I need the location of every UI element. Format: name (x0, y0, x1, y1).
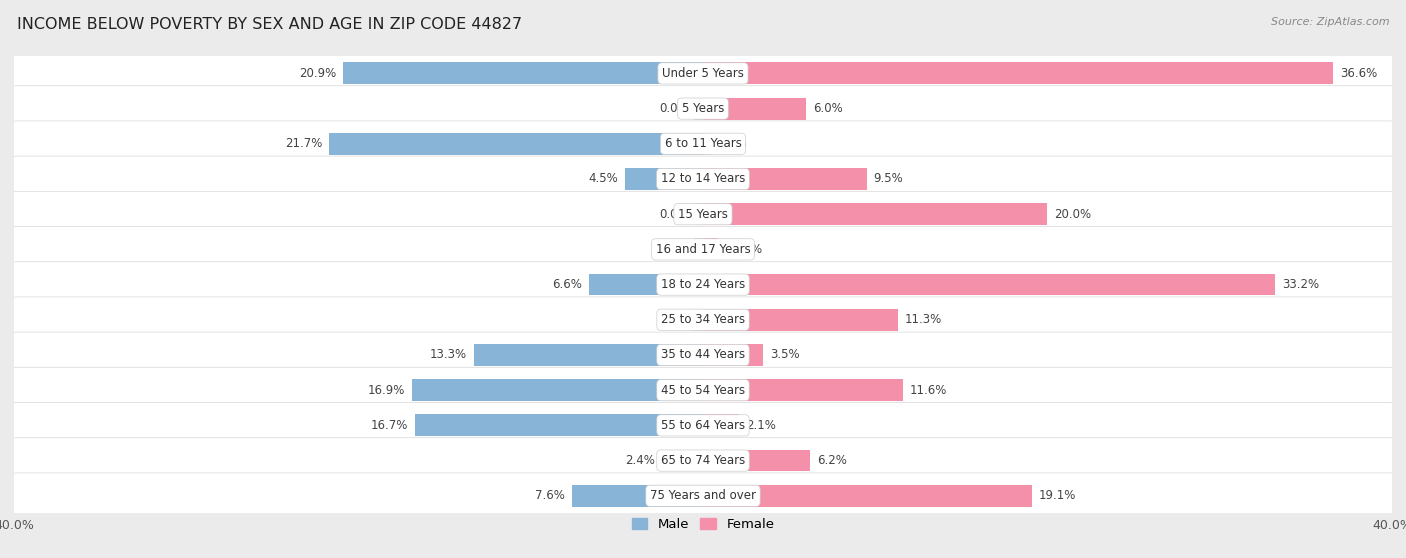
Text: 21.7%: 21.7% (285, 137, 322, 150)
Bar (703, 273, 1275, 296)
Text: 25 to 34 Years: 25 to 34 Years (661, 313, 745, 326)
Text: 20.0%: 20.0% (1054, 208, 1091, 220)
Text: 16.7%: 16.7% (371, 419, 409, 432)
Text: 3.5%: 3.5% (770, 349, 800, 362)
Bar (703, 309, 897, 331)
Bar (695, 238, 703, 260)
Text: 16 and 17 Years: 16 and 17 Years (655, 243, 751, 256)
Text: INCOME BELOW POVERTY BY SEX AND AGE IN ZIP CODE 44827: INCOME BELOW POVERTY BY SEX AND AGE IN Z… (17, 17, 522, 32)
Text: 9.5%: 9.5% (873, 172, 903, 185)
Legend: Male, Female: Male, Female (626, 513, 780, 536)
Bar (703, 133, 711, 155)
FancyBboxPatch shape (11, 367, 1395, 413)
Text: 0.89%: 0.89% (725, 243, 762, 256)
Bar (703, 203, 1047, 225)
FancyBboxPatch shape (11, 262, 1395, 307)
Text: Under 5 Years: Under 5 Years (662, 67, 744, 80)
Text: 7.6%: 7.6% (536, 489, 565, 502)
Text: 2.4%: 2.4% (624, 454, 655, 467)
Bar (703, 238, 718, 260)
Text: 18 to 24 Years: 18 to 24 Years (661, 278, 745, 291)
Text: 11.6%: 11.6% (910, 384, 948, 397)
Text: 5 Years: 5 Years (682, 102, 724, 115)
Text: 6 to 11 Years: 6 to 11 Years (665, 137, 741, 150)
FancyBboxPatch shape (11, 437, 1395, 483)
Text: 55 to 64 Years: 55 to 64 Years (661, 419, 745, 432)
Text: 0.0%: 0.0% (659, 208, 689, 220)
Bar (626, 168, 703, 190)
Text: 0.0%: 0.0% (717, 137, 747, 150)
Text: 0.0%: 0.0% (659, 102, 689, 115)
Text: 2.1%: 2.1% (747, 419, 776, 432)
Bar (703, 450, 810, 472)
FancyBboxPatch shape (11, 297, 1395, 343)
FancyBboxPatch shape (11, 227, 1395, 272)
FancyBboxPatch shape (11, 191, 1395, 237)
FancyBboxPatch shape (11, 86, 1395, 132)
Text: 15 Years: 15 Years (678, 208, 728, 220)
Bar (589, 273, 703, 296)
Text: 33.2%: 33.2% (1282, 278, 1319, 291)
FancyBboxPatch shape (11, 121, 1395, 167)
Bar (662, 450, 703, 472)
Text: 35 to 44 Years: 35 to 44 Years (661, 349, 745, 362)
Text: 36.6%: 36.6% (1340, 67, 1378, 80)
FancyBboxPatch shape (11, 51, 1395, 97)
FancyBboxPatch shape (11, 156, 1395, 202)
Text: 6.6%: 6.6% (553, 278, 582, 291)
Bar (703, 485, 1032, 507)
Bar (572, 485, 703, 507)
Text: 16.9%: 16.9% (367, 384, 405, 397)
Text: 6.2%: 6.2% (817, 454, 846, 467)
Bar (415, 415, 703, 436)
Text: 65 to 74 Years: 65 to 74 Years (661, 454, 745, 467)
Text: 19.1%: 19.1% (1039, 489, 1076, 502)
Text: 20.9%: 20.9% (299, 67, 336, 80)
Text: 45 to 54 Years: 45 to 54 Years (661, 384, 745, 397)
Text: 4.5%: 4.5% (589, 172, 619, 185)
FancyBboxPatch shape (11, 473, 1395, 518)
Bar (703, 62, 1333, 84)
Bar (329, 133, 703, 155)
FancyBboxPatch shape (11, 332, 1395, 378)
Bar (474, 344, 703, 366)
Bar (703, 415, 740, 436)
Bar (703, 379, 903, 401)
Text: 75 Years and over: 75 Years and over (650, 489, 756, 502)
Text: 11.3%: 11.3% (904, 313, 942, 326)
Text: 0.0%: 0.0% (659, 313, 689, 326)
Text: Source: ZipAtlas.com: Source: ZipAtlas.com (1271, 17, 1389, 27)
Text: 0.0%: 0.0% (659, 243, 689, 256)
Bar (695, 309, 703, 331)
Text: 12 to 14 Years: 12 to 14 Years (661, 172, 745, 185)
Bar (703, 98, 807, 119)
FancyBboxPatch shape (11, 402, 1395, 448)
Bar (412, 379, 703, 401)
Text: 6.0%: 6.0% (813, 102, 844, 115)
Bar (703, 168, 866, 190)
Text: 13.3%: 13.3% (430, 349, 467, 362)
Bar (695, 203, 703, 225)
Bar (343, 62, 703, 84)
Bar (703, 344, 763, 366)
Bar (695, 98, 703, 119)
